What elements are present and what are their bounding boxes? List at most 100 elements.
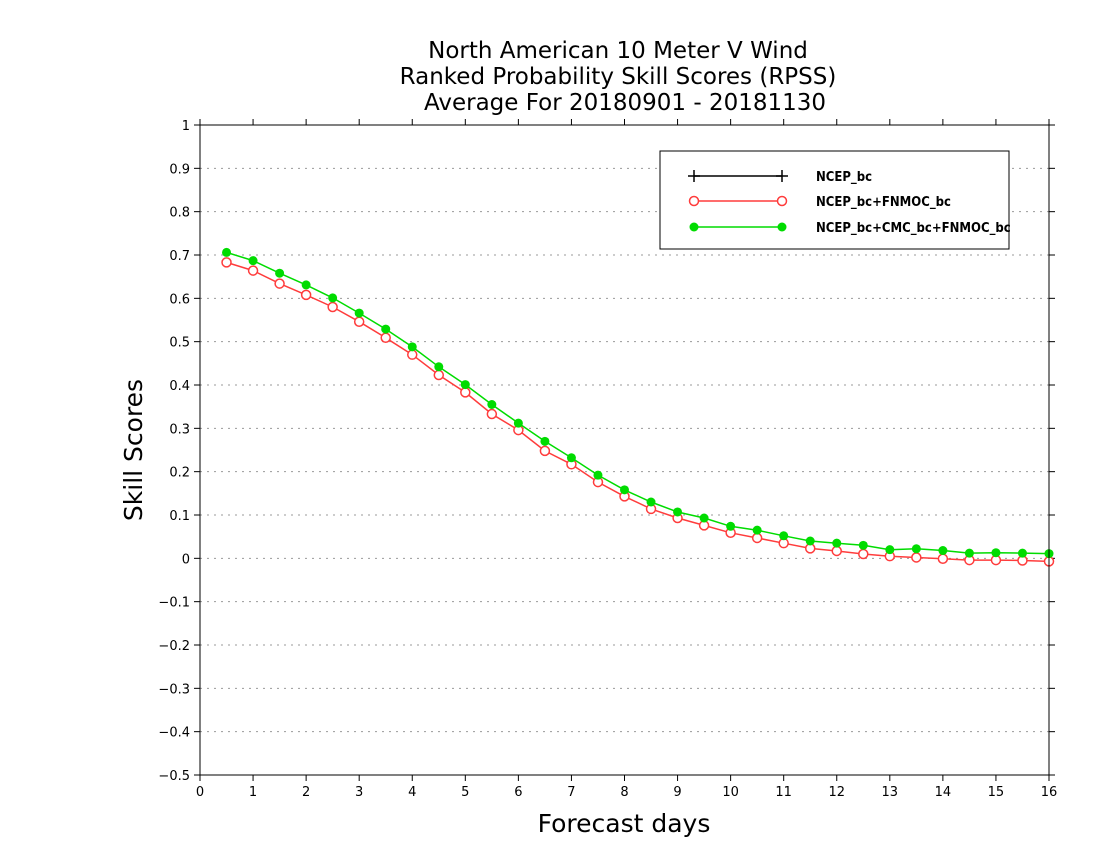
y-tick-label: 0 bbox=[182, 552, 190, 567]
y-tick-label: −0.4 bbox=[158, 726, 190, 741]
data-point bbox=[751, 532, 763, 544]
legend-label-ncep-bc-cmc-bc-fnmoc-bc: NCEP_bc+CMC_bc+FNMOC_bc bbox=[816, 221, 1011, 236]
legend-filled-circle-right bbox=[777, 222, 787, 232]
data-point bbox=[274, 278, 285, 289]
data-point bbox=[275, 268, 285, 278]
x-tick-label: 1 bbox=[249, 785, 257, 800]
data-point bbox=[407, 342, 417, 352]
plot-frame bbox=[199, 124, 1050, 776]
data-point bbox=[328, 293, 338, 303]
data-point bbox=[221, 257, 232, 268]
x-tick-label: 16 bbox=[1041, 785, 1058, 800]
y-tick-label: 0.3 bbox=[169, 422, 190, 437]
data-point bbox=[779, 531, 789, 541]
data-point bbox=[1017, 548, 1027, 558]
data-point bbox=[222, 247, 232, 257]
data-point bbox=[566, 453, 576, 463]
legend-entry-ncep-bc-cmc-bc-fnmoc-bc: NCEP_bc+CMC_bc+FNMOC_bc bbox=[689, 221, 1011, 236]
chart-title-line-3: Average For 20180901 - 20181130 bbox=[424, 90, 826, 116]
grid-lines bbox=[200, 167, 1049, 733]
data-point bbox=[327, 301, 338, 313]
legend: NCEP_bc NCEP_bc+FNMOC_bc NCEP_bc+CMC_bc+… bbox=[659, 150, 1011, 250]
x-tick-label: 8 bbox=[620, 785, 628, 800]
data-point bbox=[620, 485, 629, 495]
x-tick-label: 13 bbox=[882, 785, 899, 800]
data-point bbox=[247, 265, 259, 276]
series-lines bbox=[221, 247, 1055, 567]
legend-open-circle-right bbox=[776, 195, 788, 207]
y-axis-label: Skill Scores bbox=[119, 379, 148, 521]
chart-title: North American 10 Meter V Wind Ranked Pr… bbox=[400, 38, 837, 116]
x-tick-label: 5 bbox=[461, 785, 469, 800]
data-point bbox=[673, 507, 683, 517]
y-tick-label: −0.3 bbox=[158, 682, 190, 697]
y-tick-label: −0.5 bbox=[158, 769, 190, 784]
x-tick-label: 15 bbox=[988, 785, 1005, 800]
legend-open-circle-left bbox=[688, 195, 700, 207]
axis-ticks: 1 0.9 0.8 0.7 0.6 0.5 0.4 0.3 0.2 0.1 0 −0.1 −0.2 −0.… bbox=[158, 119, 1057, 800]
legend-entry-ncep-bc: NCEP_bc bbox=[688, 170, 872, 185]
y-tick-label: 1 bbox=[182, 119, 190, 134]
series-line-ncep-bc-cmc-bc-fnmoc-bc bbox=[226, 251, 1050, 555]
data-point bbox=[752, 525, 762, 535]
x-axis-label: Forecast days bbox=[538, 809, 711, 838]
legend-plus-marker-right bbox=[776, 170, 788, 182]
data-point bbox=[513, 418, 523, 428]
x-tick-label: 2 bbox=[302, 785, 310, 800]
data-point bbox=[460, 380, 470, 390]
data-point bbox=[301, 280, 311, 290]
data-point bbox=[726, 521, 736, 531]
data-point bbox=[354, 308, 364, 318]
legend-label-ncep-bc: NCEP_bc bbox=[816, 170, 872, 185]
data-point bbox=[248, 256, 258, 266]
data-point bbox=[353, 316, 365, 327]
data-point bbox=[937, 553, 949, 565]
data-point bbox=[540, 436, 550, 446]
data-point bbox=[434, 362, 444, 372]
series-ncep-bc-fnmoc-bc bbox=[221, 257, 1055, 567]
data-point bbox=[486, 408, 498, 420]
data-point bbox=[593, 470, 603, 480]
data-point bbox=[858, 548, 869, 560]
legend-plus-marker-left bbox=[688, 170, 700, 182]
chart-title-line-2: Ranked Probability Skill Scores (RPSS) bbox=[400, 64, 837, 90]
data-point bbox=[832, 538, 842, 548]
data-point bbox=[858, 540, 868, 550]
data-point bbox=[991, 548, 1001, 558]
legend-label-ncep-bc-fnmoc-bc: NCEP_bc+FNMOC_bc bbox=[816, 195, 951, 210]
y-tick-label: 0.8 bbox=[169, 206, 190, 221]
x-tick-label: 12 bbox=[828, 785, 845, 800]
data-point bbox=[380, 332, 391, 344]
data-point bbox=[831, 545, 842, 557]
legend-filled-circle-left bbox=[689, 222, 699, 232]
data-point bbox=[646, 497, 656, 507]
x-tick-label: 0 bbox=[196, 785, 204, 800]
data-point bbox=[300, 289, 312, 301]
x-tick-label: 11 bbox=[775, 785, 792, 800]
data-point bbox=[407, 349, 418, 360]
y-tick-label: 0.2 bbox=[169, 466, 190, 481]
x-tick-label: 10 bbox=[722, 785, 739, 800]
x-tick-label: 4 bbox=[408, 785, 416, 800]
data-point bbox=[460, 387, 471, 398]
x-tick-label: 9 bbox=[673, 785, 681, 800]
y-tick-label: −0.1 bbox=[158, 596, 190, 611]
data-point bbox=[699, 513, 709, 523]
legend-box bbox=[659, 150, 1010, 250]
y-tick-label: 0.5 bbox=[169, 336, 190, 351]
y-tick-label: 0.4 bbox=[169, 379, 190, 394]
y-tick-label: 0.9 bbox=[169, 162, 190, 177]
data-point bbox=[805, 536, 815, 546]
data-point bbox=[487, 400, 497, 409]
x-tick-label: 14 bbox=[935, 785, 952, 800]
data-point bbox=[433, 369, 445, 381]
chart-title-line-1: North American 10 Meter V Wind bbox=[428, 38, 808, 64]
x-tick-label: 6 bbox=[514, 785, 522, 800]
data-point bbox=[911, 552, 922, 563]
data-point bbox=[539, 445, 551, 457]
x-tick-label: 7 bbox=[567, 785, 575, 800]
data-point bbox=[885, 545, 895, 555]
x-tick-label: 3 bbox=[355, 785, 363, 800]
